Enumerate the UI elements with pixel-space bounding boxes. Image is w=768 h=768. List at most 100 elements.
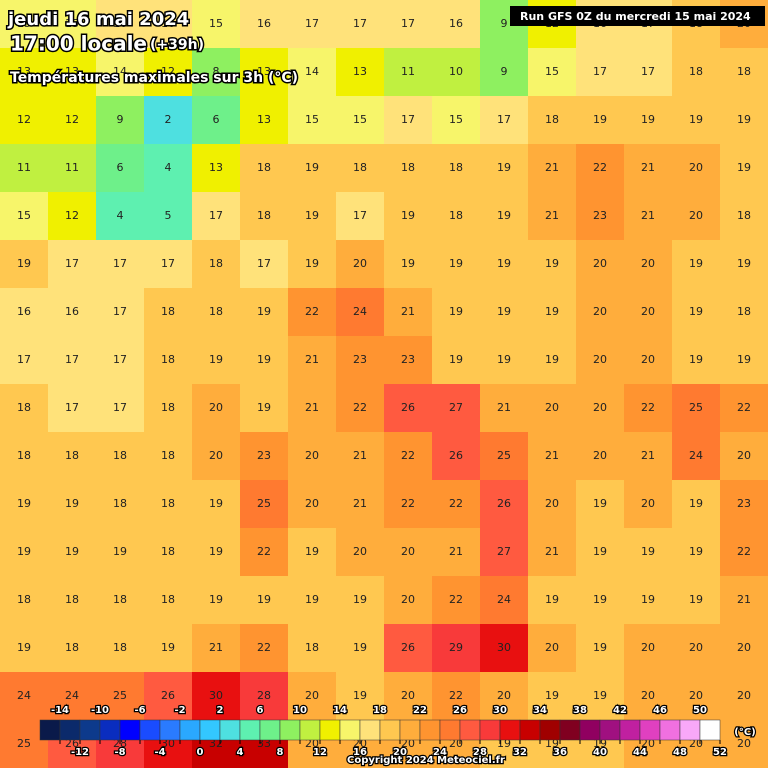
temp-value: 21 — [545, 449, 559, 462]
temp-cell — [432, 384, 481, 433]
temp-cell — [672, 432, 721, 481]
temp-value: 11 — [17, 161, 31, 174]
legend-swatch — [619, 719, 641, 741]
legend-tick-label: 12 — [313, 747, 327, 758]
temp-value: 24 — [353, 305, 367, 318]
temp-value: 19 — [209, 593, 223, 606]
temp-cell — [336, 384, 385, 433]
temp-value: 20 — [593, 449, 607, 462]
temp-value: 12 — [65, 113, 79, 126]
temp-cell — [336, 0, 385, 49]
legend-swatch — [99, 719, 121, 741]
variable: Températures maximales sur 3h (°C) — [10, 70, 298, 86]
temp-cell — [624, 384, 673, 433]
temp-value: 30 — [497, 641, 511, 654]
temp-value: 19 — [641, 545, 655, 558]
temp-cell — [672, 480, 721, 529]
temp-value: 14 — [113, 65, 127, 78]
temp-cell — [528, 528, 577, 577]
temp-cell — [576, 480, 625, 529]
temp-cell — [432, 672, 481, 721]
temp-value: 23 — [593, 209, 607, 222]
run-box — [510, 6, 765, 26]
temp-cell — [384, 384, 433, 433]
temp-value: 17 — [17, 353, 31, 366]
temp-cell — [528, 48, 577, 97]
temp-value: 17 — [113, 401, 127, 414]
temp-cell — [576, 288, 625, 337]
date: jeudi 16 mai 2024 — [7, 9, 189, 30]
temp-cell — [48, 528, 97, 577]
temp-cell — [192, 0, 241, 49]
temp-cell — [672, 192, 721, 241]
temp-cell — [144, 624, 193, 673]
temp-cell — [288, 144, 337, 193]
temp-cell — [432, 96, 481, 145]
temp-value: 13 — [65, 65, 79, 78]
temp-cell — [432, 48, 481, 97]
temp-value: 18 — [257, 161, 271, 174]
temp-value: 25 — [17, 737, 31, 750]
temp-value: 17 — [65, 401, 79, 414]
temp-cell — [240, 624, 289, 673]
temp-value: 19 — [737, 353, 751, 366]
legend-swatch — [319, 719, 341, 741]
temp-value: 19 — [689, 545, 703, 558]
temp-value: 16 — [113, 17, 127, 30]
temp-value: 21 — [737, 593, 751, 606]
temp-cell — [0, 576, 49, 625]
temp-value: 15 — [17, 17, 31, 30]
temp-value: 26 — [497, 497, 511, 510]
temp-cell — [480, 384, 529, 433]
temp-value: 19 — [593, 497, 607, 510]
legend-tick-label: 30 — [493, 705, 507, 716]
legend-tick-label: 48 — [673, 747, 687, 758]
temp-cell — [0, 240, 49, 289]
temp-value: 5 — [165, 209, 172, 222]
temp-value: 11 — [65, 161, 79, 174]
temp-value: 21 — [545, 545, 559, 558]
temp-cell — [288, 288, 337, 337]
temp-cell — [480, 672, 529, 721]
temp-value: 20 — [737, 641, 751, 654]
temp-cell — [336, 96, 385, 145]
temp-cell — [240, 432, 289, 481]
temp-cell — [0, 192, 49, 241]
temp-cell — [240, 240, 289, 289]
temp-value: 19 — [257, 353, 271, 366]
temp-cell — [48, 480, 97, 529]
temp-value: 20 — [593, 353, 607, 366]
temp-cell — [528, 432, 577, 481]
temp-cell — [288, 672, 337, 721]
temp-cell — [192, 336, 241, 385]
temp-cell — [144, 192, 193, 241]
temp-value: 8 — [213, 65, 220, 78]
temp-value: 20 — [737, 689, 751, 702]
temp-cell — [432, 576, 481, 625]
temp-value: 19 — [305, 161, 319, 174]
temp-cell — [0, 96, 49, 145]
temp-cell — [336, 48, 385, 97]
temp-value: 13 — [353, 65, 367, 78]
temp-cell — [192, 192, 241, 241]
temp-value: 19 — [737, 161, 751, 174]
temp-cell — [624, 624, 673, 673]
temp-value: 20 — [689, 209, 703, 222]
temp-value: 20 — [497, 689, 511, 702]
temp-cell — [144, 144, 193, 193]
temp-value: 20 — [209, 401, 223, 414]
temp-cell — [96, 48, 145, 97]
legend-swatch — [459, 719, 481, 741]
temp-value: 20 — [545, 401, 559, 414]
legend-tick-label: 16 — [353, 747, 367, 758]
temp-cell — [480, 240, 529, 289]
temp-value: 22 — [401, 449, 415, 462]
temp-value: 18 — [209, 305, 223, 318]
temp-value: 19 — [689, 113, 703, 126]
temp-cell — [432, 336, 481, 385]
temp-cell — [96, 0, 145, 49]
legend-swatch — [119, 719, 141, 741]
temp-cell — [480, 48, 529, 97]
temp-value: 19 — [65, 497, 79, 510]
temp-cell — [624, 336, 673, 385]
